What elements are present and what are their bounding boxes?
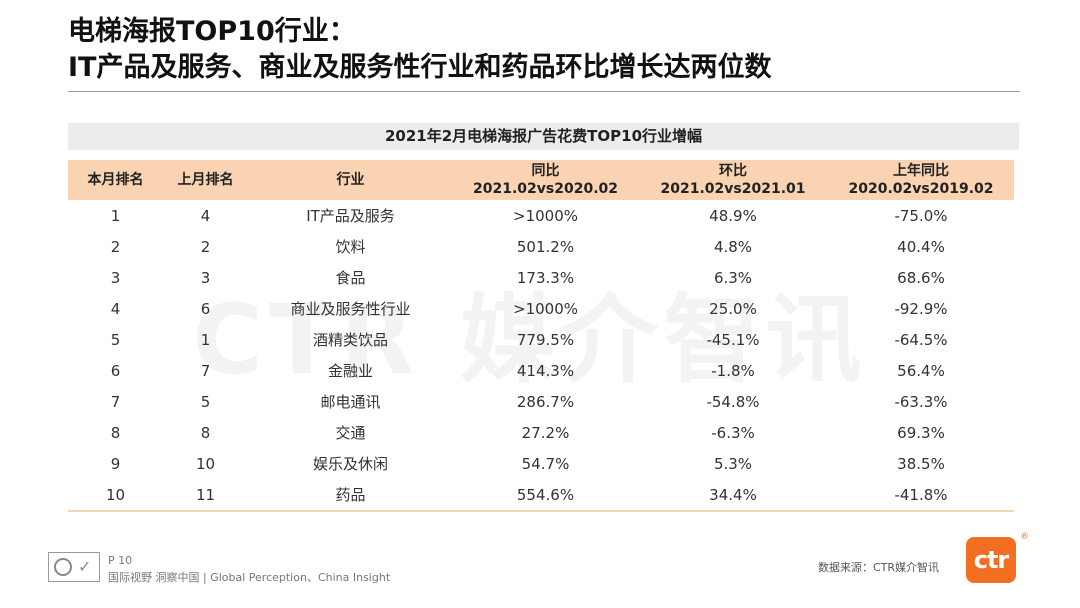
industry-growth-table: 本月排名 上月排名 行业 同比 2021.02vs2020.02 环比 2021… [68,160,1014,512]
cell-yoy: 501.2% [516,237,575,256]
header-mom-label: 环比 [719,163,747,179]
slide-title: 电梯海报TOP10行业： IT产品及服务、商业及服务性行业和药品环比增长达两位数 [68,14,1018,86]
table-row: 7 5 邮电通讯 286.7% -54.8% -63.3% [68,386,1014,417]
cell-industry: 酒精类饮品 [312,331,388,349]
cell-yoy: >1000% [513,206,578,225]
cell-industry: 食品 [335,269,366,287]
cell-industry: 娱乐及休闲 [312,455,388,473]
cell-rank-this-month: 10 [68,479,163,512]
table-body: 1 4 IT产品及服务 >1000% 48.9% -75.0% 2 2 饮料 501.2% 4.8%… [68,200,1014,512]
cell-yoy: 414.3% [516,361,575,380]
header-rank-last-month: 上月排名 [163,160,248,200]
cell-rank-last-month: 2 [200,237,211,256]
table-row: 10 11 药品 554.6% 34.4% -41.8% [68,479,1014,512]
cell-mom: -1.8% [711,361,755,380]
cell-mom: 6.3% [713,268,753,287]
table-row: 3 3 食品 173.3% 6.3% 68.6% [68,262,1014,293]
certification-badge: ✓ [48,552,100,582]
cell-mom: -54.8% [706,392,760,411]
cell-prev-yoy: -63.3% [894,392,948,411]
header-prev-yoy-label: 上年同比 [893,163,949,179]
cell-mom: -45.1% [706,330,760,349]
cell-industry: 商业及服务性行业 [290,300,411,318]
table-row: 9 10 娱乐及休闲 54.7% 5.3% 38.5% [68,448,1014,479]
title-line-1: 电梯海报TOP10行业： [68,16,356,47]
cell-yoy: 554.6% [453,479,638,512]
cell-industry: 饮料 [335,238,366,256]
cell-rank-this-month: 9 [110,454,121,473]
cell-rank-last-month: 8 [200,423,211,442]
cell-mom: 5.3% [713,454,753,473]
cell-industry: IT产品及服务 [306,207,395,225]
cell-rank-this-month: 4 [110,299,121,318]
cell-mom: 25.0% [709,299,757,318]
seal-icon [54,558,72,576]
header-yoy-label: 同比 [531,163,560,179]
cell-mom: 34.4% [638,479,828,512]
header-yoy-period: 2021.02vs2020.02 [473,181,618,197]
cell-rank-this-month: 5 [110,330,121,349]
cell-mom: 48.9% [709,206,757,225]
table-caption: 2021年2月电梯海报广告花费TOP10行业增幅 [68,123,1019,150]
cell-rank-this-month: 1 [110,206,121,225]
table-header-row: 本月排名 上月排名 行业 同比 2021.02vs2020.02 环比 2021… [68,160,1014,200]
cell-industry: 交通 [335,424,366,442]
cell-rank-this-month: 8 [110,423,121,442]
cell-rank-last-month: 4 [200,206,211,225]
cell-mom: 4.8% [713,237,753,256]
header-industry: 行业 [248,160,453,200]
cell-rank-this-month: 7 [110,392,121,411]
cell-yoy: 54.7% [521,454,570,473]
header-prev-yoy: 上年同比 2020.02vs2019.02 [828,160,1014,200]
cell-rank-this-month: 3 [110,268,121,287]
header-prev-yoy-period: 2020.02vs2019.02 [848,181,994,197]
cell-prev-yoy: -64.5% [894,330,948,349]
header-rank-this-month: 本月排名 [68,160,163,200]
cell-prev-yoy: -92.9% [894,299,948,318]
table-row: 5 1 酒精类饮品 779.5% -45.1% -64.5% [68,324,1014,355]
header-yoy: 同比 2021.02vs2020.02 [453,160,638,200]
table-row: 8 8 交通 27.2% -6.3% 69.3% [68,417,1014,448]
title-line-2: IT产品及服务、商业及服务性行业和药品环比增长达两位数 [68,52,772,83]
header-mom: 环比 2021.02vs2021.01 [638,160,828,200]
cell-industry: 邮电通讯 [320,393,381,411]
cell-industry: 药品 [248,479,453,512]
cell-rank-this-month: 6 [110,361,121,380]
cell-prev-yoy: 68.6% [897,268,945,287]
cell-rank-last-month: 6 [200,299,211,318]
cell-prev-yoy: -41.8% [828,479,1014,512]
table-row: 4 6 商业及服务性行业 >1000% 25.0% -92.9% [68,293,1014,324]
cell-prev-yoy: 40.4% [897,237,945,256]
cell-rank-last-month: 1 [200,330,211,349]
data-source: 数据来源：CTR媒介智讯 [818,561,940,574]
cell-prev-yoy: 38.5% [897,454,945,473]
page-number: P 10 [108,554,133,567]
cell-yoy: 286.7% [516,392,575,411]
cell-prev-yoy: 69.3% [897,423,945,442]
footer-slogan: 国际视野 洞察中国 | Global Perception、China Insi… [108,571,391,584]
cell-rank-last-month: 5 [200,392,211,411]
ctr-logo: ctr [966,537,1016,583]
cell-industry: 金融业 [327,362,373,380]
cell-rank-last-month: 3 [200,268,211,287]
cell-yoy: 173.3% [516,268,575,287]
cell-prev-yoy: 56.4% [897,361,945,380]
header-mom-period: 2021.02vs2021.01 [660,181,806,197]
cell-yoy: 779.5% [516,330,575,349]
cell-rank-this-month: 2 [110,237,121,256]
cell-rank-last-month: 10 [195,454,216,473]
table-row: 2 2 饮料 501.2% 4.8% 40.4% [68,231,1014,262]
ctr-watermark: CTR 媒介智讯 [192,284,868,396]
cell-rank-last-month: 11 [163,479,248,512]
cell-mom: -6.3% [711,423,755,442]
cell-prev-yoy: -75.0% [894,206,948,225]
title-divider [68,91,1020,92]
cell-yoy: 27.2% [521,423,570,442]
table-row: 6 7 金融业 414.3% -1.8% 56.4% [68,355,1014,386]
cell-rank-last-month: 7 [200,361,211,380]
registered-mark: ® [1020,532,1029,542]
check-icon: ✓ [78,557,92,576]
table-row: 1 4 IT产品及服务 >1000% 48.9% -75.0% [68,200,1014,231]
cell-yoy: >1000% [513,299,578,318]
